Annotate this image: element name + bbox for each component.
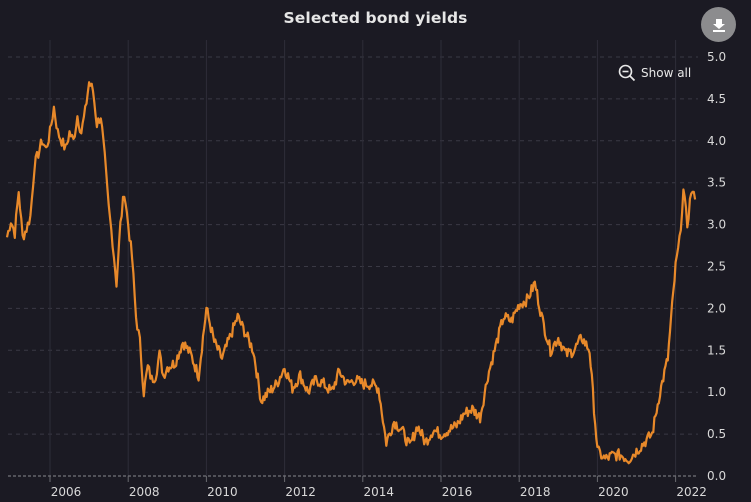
show-all-button[interactable]: Show all [618, 64, 691, 82]
x-tick-label: 2018 [520, 485, 551, 499]
y-axis: 0.0 0.5 1.0 1.5 2.0 2.5 3.0 3.5 4.0 4.5 5.0 [707, 50, 726, 483]
y-tick-label: 3.0 [707, 218, 726, 232]
x-tick-label: 2006 [51, 485, 82, 499]
bond-yield-line [5, 81, 697, 465]
x-tick-label: 2008 [129, 485, 160, 499]
download-icon [712, 18, 725, 32]
x-tick-label: 2010 [207, 485, 238, 499]
download-button[interactable] [701, 7, 736, 42]
x-tick-label: 2020 [598, 485, 629, 499]
chart-title: Selected bond yields [283, 9, 468, 27]
y-tick-label: 2.0 [707, 301, 726, 315]
x-tick-label: 2016 [442, 485, 473, 499]
show-all-label: Show all [641, 66, 692, 80]
x-axis: 2006 2008 2010 2012 2014 2016 2018 2020 2022 [8, 475, 707, 499]
x-tick-label: 2014 [364, 485, 395, 499]
y-tick-label: 0.0 [707, 469, 726, 483]
y-tick-label: 1.5 [707, 343, 726, 357]
y-tick-label: 3.5 [707, 176, 726, 190]
y-tick-label: 4.5 [707, 92, 726, 106]
y-tick-label: 0.5 [707, 427, 726, 441]
y-tick-label: 1.0 [707, 385, 726, 399]
x-tick-label: 2022 [676, 485, 707, 499]
x-tick-label: 2012 [285, 485, 316, 499]
y-tick-label: 5.0 [707, 50, 726, 64]
zoom-out-icon [618, 64, 636, 82]
y-tick-label: 2.5 [707, 260, 726, 274]
y-tick-label: 4.0 [707, 134, 726, 148]
